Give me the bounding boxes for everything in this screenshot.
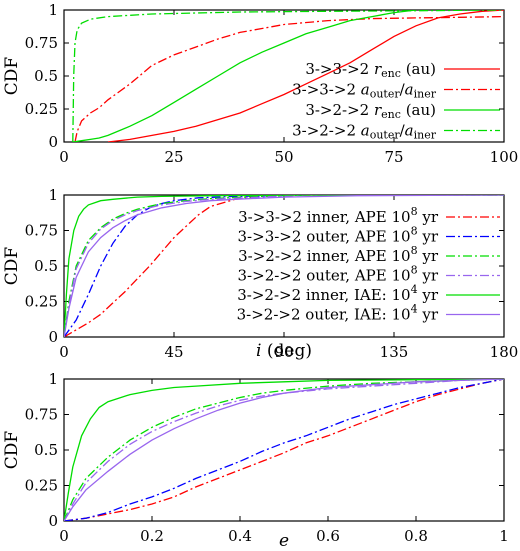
y-axis-title: CDF bbox=[2, 247, 22, 286]
y-tick-label: 0.5 bbox=[34, 441, 58, 459]
x-tick-label: 1 bbox=[499, 527, 509, 545]
series-line-3-2-2-r-enc-au bbox=[72, 10, 417, 142]
x-tick-label: 25 bbox=[164, 148, 183, 166]
x-tick-label: 0.4 bbox=[228, 527, 252, 545]
series-line-3-2-2-a-outer-a-iner bbox=[72, 10, 504, 142]
x-tick-label: 0 bbox=[59, 343, 69, 361]
x-tick-label: 100 bbox=[490, 148, 519, 166]
y-tick-label: 0 bbox=[48, 328, 58, 346]
y-tick-label: 0.75 bbox=[25, 406, 58, 424]
x-tick-label: 135 bbox=[380, 343, 409, 361]
series-line-3-2-2-inner-ape-10-8-yr bbox=[64, 195, 504, 337]
legend-label: 3->3->2 renc (au) bbox=[305, 60, 436, 80]
series-line-3-2-2-inner-iae-10-4-yr bbox=[64, 195, 504, 337]
y-tick-label: 0 bbox=[48, 512, 58, 530]
panel-eccentricity: 0 0.2 0.4 0.6 0.8 1 0 0.25 0.5 0.75 1 CDF e bbox=[2, 370, 509, 551]
x-tick-label: 0 bbox=[59, 148, 69, 166]
x-tick-label: 45 bbox=[164, 343, 183, 361]
series-line-3-3-2-outer-ape-10-8-yr bbox=[64, 195, 504, 337]
series-line-3-2-2-outer-iae-10-4-yr bbox=[64, 195, 504, 337]
x-tick-label: 75 bbox=[384, 148, 403, 166]
plot-frame bbox=[63, 378, 505, 522]
series-line-3-2-2-inner-ape-10-8-yr bbox=[64, 379, 504, 521]
legend-label: 3->2->2 aouter/ainer bbox=[292, 122, 437, 142]
panel-inclination: 0 45 90 135 180 0 0.25 0.5 0.75 1 CDF i (deg) 3->3->… bbox=[2, 186, 518, 361]
y-tick-label: 0.5 bbox=[34, 257, 58, 275]
legend-label: 3->2->2 inner, APE 108 yr bbox=[238, 244, 439, 265]
y-tick-label: 0.25 bbox=[25, 100, 58, 118]
series-line-3-2-2-outer-iae-10-4-yr bbox=[64, 379, 504, 521]
x-tick-label: 50 bbox=[274, 148, 293, 166]
legend-label: 3->3->2 aouter/ainer bbox=[292, 81, 437, 101]
y-tick-label: 0.5 bbox=[34, 67, 58, 85]
y-tick-label: 0 bbox=[48, 133, 58, 151]
legend-label: 3->2->2 renc (au) bbox=[305, 101, 436, 121]
series-line-3-3-2-inner-ape-10-8-yr bbox=[64, 379, 504, 521]
y-tick-label: 1 bbox=[48, 186, 58, 204]
x-tick-label: 0.2 bbox=[140, 527, 164, 545]
legend-label: 3->3->2 inner, APE 108 yr bbox=[238, 205, 439, 226]
y-axis-title: CDF bbox=[2, 57, 22, 96]
y-tick-label: 0.25 bbox=[25, 477, 58, 495]
panel-separation-ratio: 0 25 50 75 100 0 0.25 0.5 0.75 1 CDF 3->3->2 renc (… bbox=[2, 1, 518, 166]
y-tick-label: 0.25 bbox=[25, 293, 58, 311]
plot-frame bbox=[63, 9, 505, 143]
series-line-3-3-2-inner-ape-10-8-yr bbox=[64, 195, 504, 337]
y-tick-label: 1 bbox=[48, 370, 58, 388]
x-tick-label: 0.8 bbox=[404, 527, 428, 545]
series-line-3-2-2-inner-iae-10-4-yr bbox=[64, 379, 504, 521]
x-tick-label: 0 bbox=[59, 527, 69, 545]
y-tick-label: 1 bbox=[48, 1, 58, 19]
y-tick-label: 0.75 bbox=[25, 34, 58, 52]
legend-label: 3->2->2 outer, IAE: 104 yr bbox=[237, 303, 439, 324]
series-line-3-2-2-outer-ape-10-8-yr bbox=[64, 379, 504, 521]
series-line-3-2-2-outer-ape-10-8-yr bbox=[64, 195, 504, 337]
x-tick-label: 180 bbox=[490, 343, 519, 361]
x-tick-label: 90 bbox=[274, 343, 293, 361]
x-axis-title: e bbox=[279, 531, 289, 551]
y-axis-title: CDF bbox=[2, 431, 22, 470]
legend-label: 3->2->2 outer, APE 108 yr bbox=[238, 264, 439, 285]
series-line-3-3-2-outer-ape-10-8-yr bbox=[64, 379, 504, 521]
series-line-3-3-2-a-outer-a-iner bbox=[74, 15, 504, 142]
x-axis-title: i (deg) bbox=[256, 341, 312, 361]
x-tick-label: 0.6 bbox=[316, 527, 340, 545]
legend-label: 3->2->2 inner, IAE: 104 yr bbox=[237, 283, 439, 304]
legend-label: 3->3->2 outer, APE 108 yr bbox=[238, 225, 439, 246]
y-tick-label: 0.75 bbox=[25, 222, 58, 240]
series-line-3-3-2-r-enc-au bbox=[107, 10, 504, 142]
